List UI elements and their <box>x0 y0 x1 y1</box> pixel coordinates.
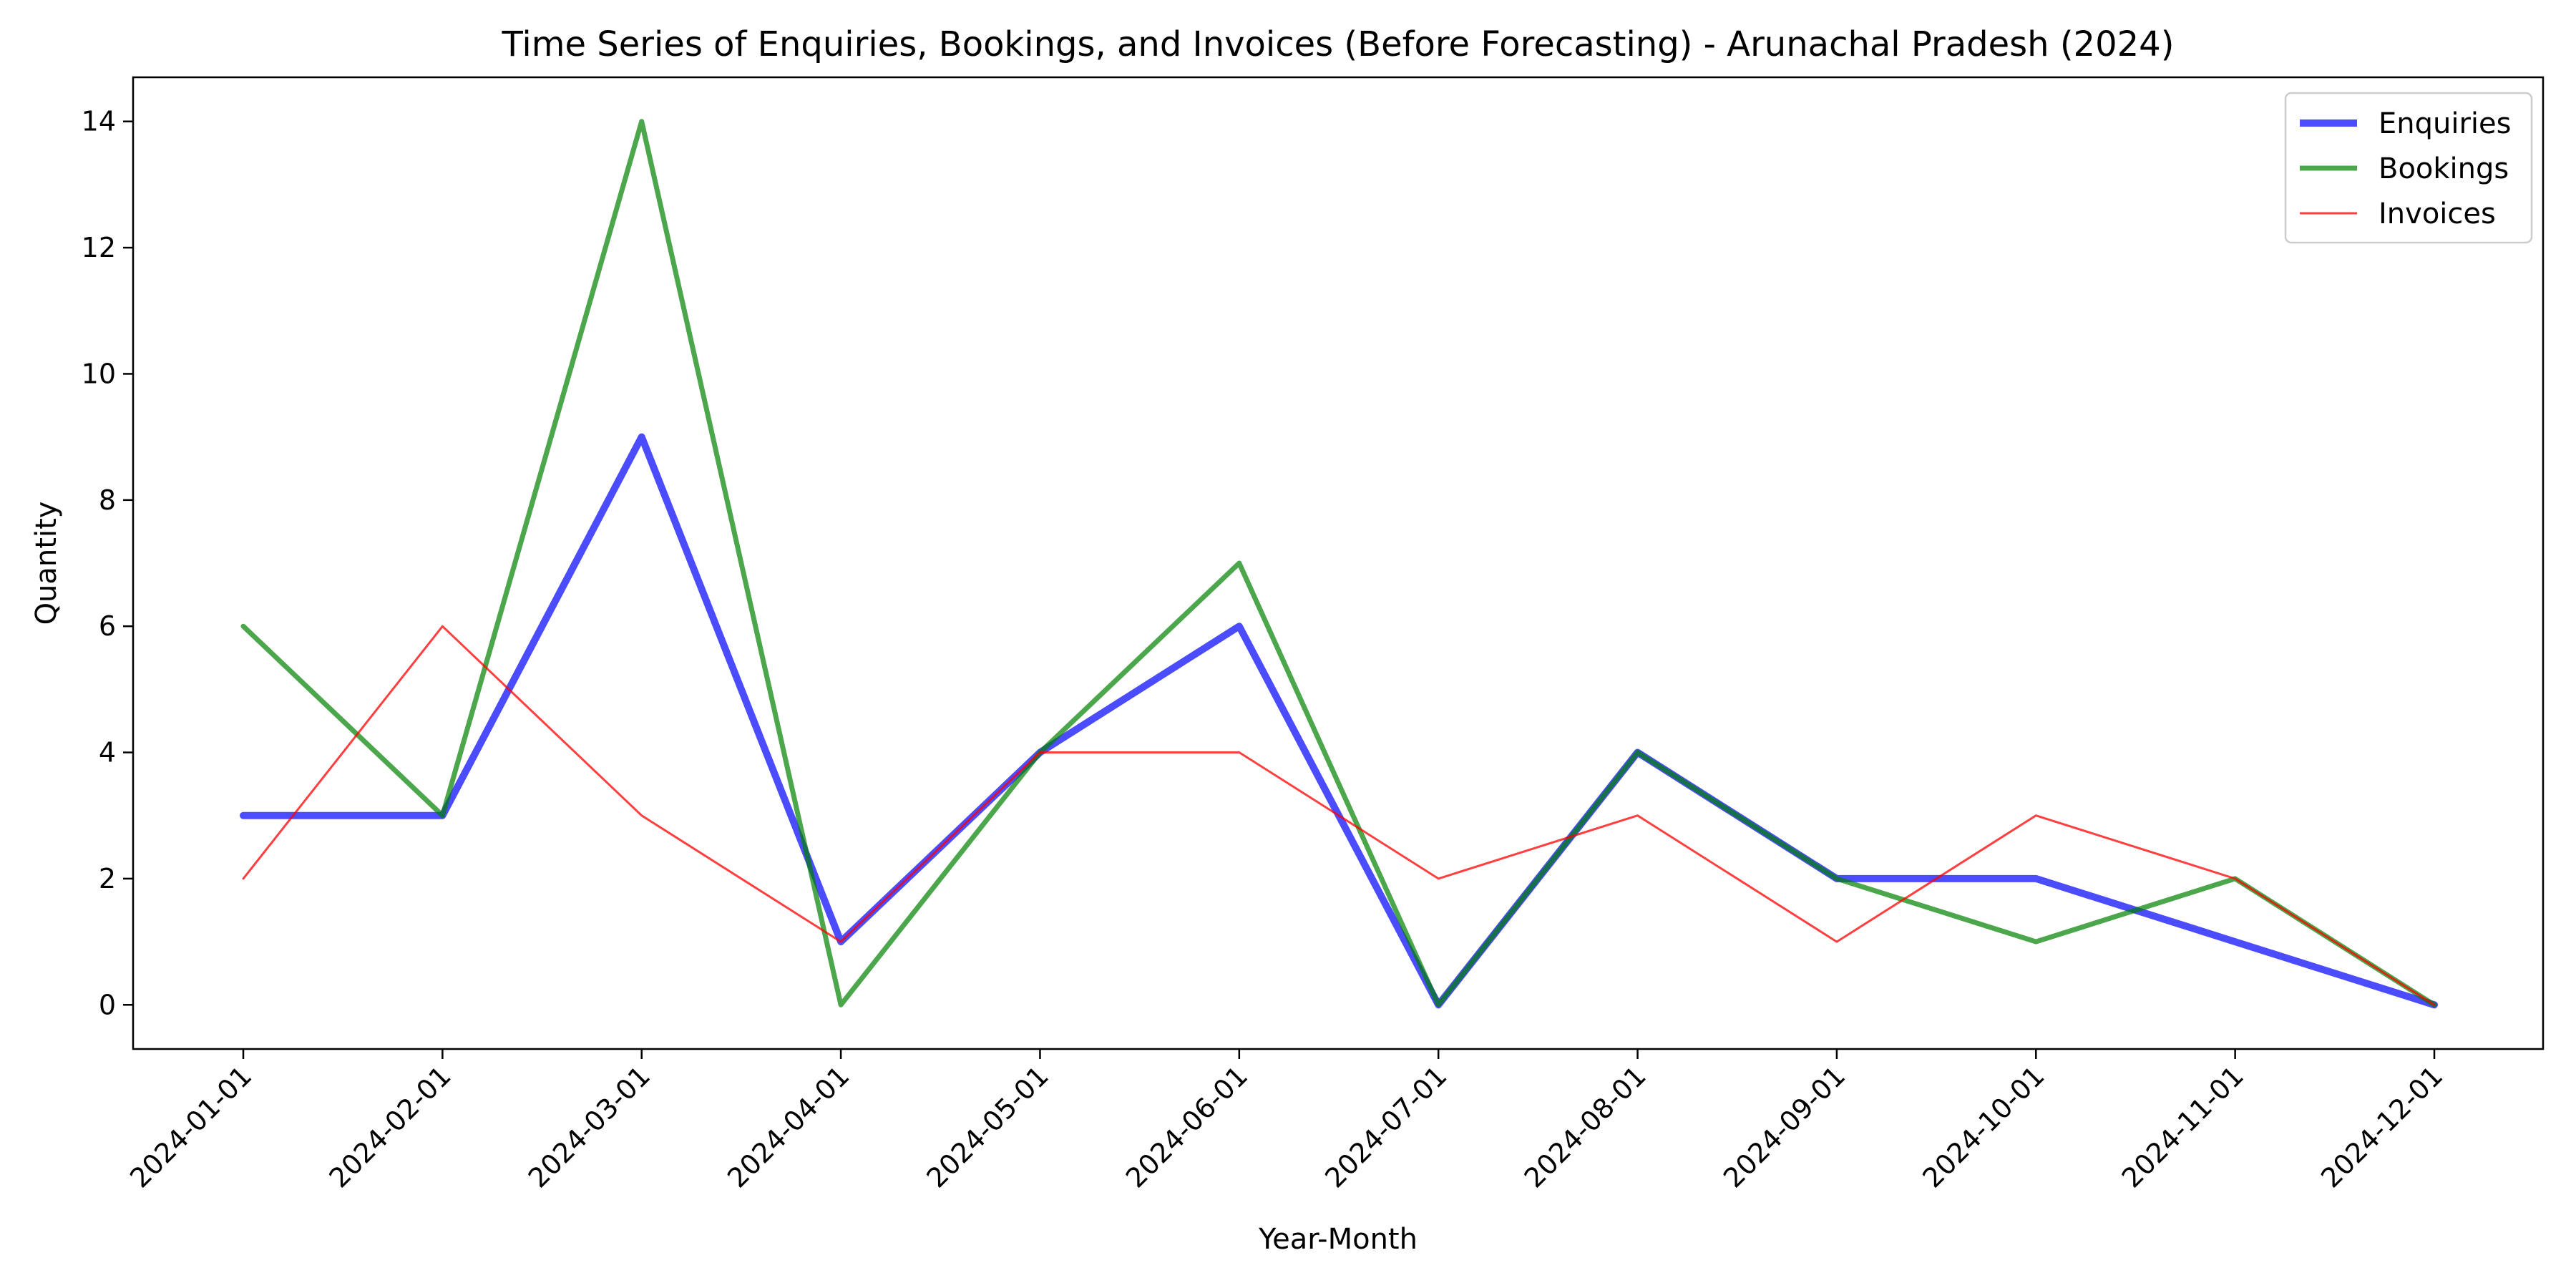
x-axis-label: Year-Month <box>1258 1223 1418 1256</box>
legend: Enquiries Bookings Invoices <box>2284 92 2533 244</box>
y-tick-label: 12 <box>82 232 116 263</box>
x-tick-label: 2024-09-01 <box>1717 1060 1851 1194</box>
data-point-bookings <box>442 815 443 816</box>
data-point-enquiries <box>243 815 244 816</box>
y-tick-label: 0 <box>99 989 116 1020</box>
x-tick-label: 2024-07-01 <box>1319 1060 1453 1194</box>
series-line-invoices <box>242 625 2436 1006</box>
legend-label-enquiries: Enquiries <box>2379 107 2512 140</box>
x-tick-label: 2024-02-01 <box>323 1060 457 1194</box>
data-point-bookings <box>243 626 244 627</box>
y-tick-label: 4 <box>99 737 116 769</box>
x-tick-label: 2024-08-01 <box>1518 1060 1652 1194</box>
data-point-invoices <box>442 626 443 627</box>
data-point-bookings <box>1637 752 1638 753</box>
legend-box <box>2284 92 2533 244</box>
y-axis-label: Quantity <box>30 502 63 625</box>
y-tick-label: 10 <box>82 358 116 389</box>
x-tick-label: 2024-05-01 <box>921 1060 1055 1194</box>
y-tick-label: 2 <box>99 863 116 894</box>
data-point-invoices <box>1438 878 1439 879</box>
x-tick-label: 2024-11-01 <box>2116 1060 2250 1194</box>
y-axis: 0 2 4 6 8 10 12 14 <box>82 106 133 1020</box>
plot-frame <box>132 76 2545 1050</box>
x-tick-label: 2024-12-01 <box>2315 1060 2449 1194</box>
x-tick-label: 2024-03-01 <box>522 1060 656 1194</box>
data-point-enquiries <box>641 436 642 437</box>
data-point-bookings <box>1836 878 1837 879</box>
x-tick-label: 2024-04-01 <box>721 1060 855 1194</box>
y-tick-label: 8 <box>99 484 116 516</box>
data-point-invoices <box>1637 815 1638 816</box>
x-axis: 2024-01-01 2024-02-01 2024-03-01 2024-04-01… <box>124 1049 2449 1194</box>
series-line-bookings <box>240 119 2437 1008</box>
data-point-invoices <box>641 815 642 816</box>
x-tick-label: 2024-01-01 <box>124 1060 258 1194</box>
x-tick-label: 2024-06-01 <box>1120 1060 1254 1194</box>
legend-label-invoices: Invoices <box>2379 197 2496 230</box>
legend-label-bookings: Bookings <box>2379 152 2509 185</box>
plot-area <box>240 119 2438 1009</box>
x-tick-label: 2024-10-01 <box>1916 1060 2050 1194</box>
data-point-bookings <box>641 121 642 122</box>
data-point-invoices <box>243 878 244 879</box>
y-tick-label: 14 <box>82 106 116 137</box>
chart-title: Time Series of Enquiries, Bookings, and … <box>502 24 2175 64</box>
y-tick-label: 6 <box>99 610 116 642</box>
